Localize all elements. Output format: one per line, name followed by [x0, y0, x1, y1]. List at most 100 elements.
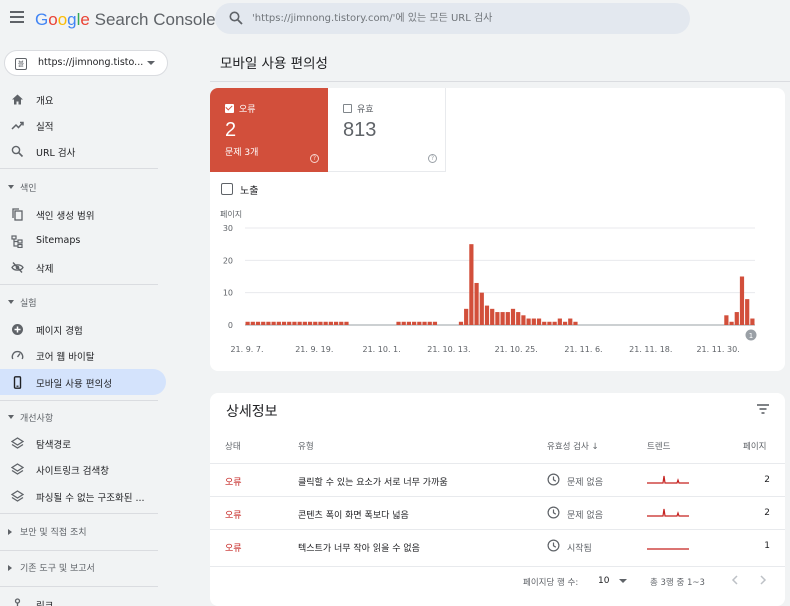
- chart-bar[interactable]: [469, 244, 474, 325]
- sidebar-item-performance[interactable]: 실적: [0, 112, 166, 138]
- chart-bar[interactable]: [417, 321, 422, 325]
- annotation-marker[interactable]: [745, 329, 757, 341]
- chart-bar[interactable]: [292, 321, 297, 325]
- chart-bar[interactable]: [271, 321, 276, 325]
- chart-bar[interactable]: [568, 318, 573, 325]
- chart-bar[interactable]: [255, 321, 261, 325]
- chart-bar[interactable]: [412, 321, 417, 325]
- chart-bar[interactable]: [396, 321, 401, 325]
- chart-bar[interactable]: [266, 321, 271, 325]
- sidebar-item-breadcrumbs[interactable]: 탐색경로: [0, 430, 166, 456]
- chart-bar[interactable]: [557, 318, 562, 325]
- chart-annotation[interactable]: 1: [745, 329, 757, 341]
- table-row[interactable]: 오류 콘텐츠 폭이 화면 폭보다 넓음 문제 없음 2: [210, 496, 785, 529]
- sidebar-item-page-experience[interactable]: 페이지 경험: [0, 316, 166, 342]
- sidebar-item-removals[interactable]: 삭제: [0, 254, 166, 280]
- dropdown-arrow-icon[interactable]: [619, 579, 627, 583]
- chart-bar[interactable]: [505, 312, 510, 325]
- property-selector[interactable]: 블 https://jimnong.tisto...: [4, 50, 168, 76]
- chart-bar[interactable]: [323, 321, 328, 325]
- sidebar-item-url-inspection[interactable]: URL 검사: [0, 138, 166, 164]
- chart-bar[interactable]: [401, 321, 406, 325]
- sidebar-item-links[interactable]: 링크: [0, 591, 166, 606]
- search-input[interactable]: [252, 3, 672, 34]
- section-experience[interactable]: 실험: [0, 292, 166, 314]
- chart-bar[interactable]: [427, 321, 432, 325]
- chart-bar[interactable]: [344, 321, 349, 325]
- url-inspection-search[interactable]: [215, 3, 690, 34]
- chart-bar[interactable]: [562, 321, 568, 325]
- chart-bar[interactable]: [490, 308, 495, 325]
- rows-per-page-select[interactable]: 10: [598, 576, 610, 586]
- chart-bar[interactable]: [287, 321, 292, 325]
- chart-bar[interactable]: [464, 308, 469, 325]
- chart-bar[interactable]: [474, 282, 479, 325]
- chart-bar[interactable]: [495, 312, 500, 325]
- chart-bar[interactable]: [516, 312, 521, 325]
- help-icon[interactable]: ?: [428, 154, 437, 163]
- chart-bar[interactable]: [729, 321, 734, 325]
- chart-bar[interactable]: [573, 321, 578, 325]
- chart-bar[interactable]: [313, 321, 318, 325]
- sidebar-item-mobile-usability[interactable]: 모바일 사용 편의성: [0, 369, 166, 395]
- sidebar-item-unparsable-structured-data[interactable]: 파싱될 수 없는 구조화된 ...: [0, 483, 166, 509]
- chart-bar[interactable]: [510, 308, 516, 325]
- filter-icon[interactable]: [756, 403, 770, 415]
- chart-bar[interactable]: [250, 321, 255, 325]
- error-summary-tile[interactable]: 오류 2 문제 3개 ?: [210, 88, 328, 172]
- next-page-icon[interactable]: [756, 573, 770, 587]
- hamburger-menu-icon[interactable]: [10, 11, 24, 23]
- chart-bar[interactable]: [261, 321, 266, 325]
- chart-bar[interactable]: [500, 312, 505, 325]
- chart-bar[interactable]: [245, 321, 250, 325]
- table-row[interactable]: 오류 클릭할 수 있는 요소가 서로 너무 가까움 문제 없음 2: [210, 463, 785, 496]
- chart-bar[interactable]: [458, 321, 464, 325]
- chart-bar[interactable]: [531, 318, 536, 325]
- section-legacy-tools[interactable]: 기존 도구 및 보고서: [0, 557, 166, 579]
- section-index[interactable]: 색인: [0, 177, 166, 199]
- sidebar-item-core-web-vitals[interactable]: 코어 웹 바이탈: [0, 342, 166, 368]
- sidebar-item-coverage[interactable]: 색인 생성 범위: [0, 201, 166, 227]
- chart-bar[interactable]: [479, 292, 484, 325]
- sidebar-item-sitelinks-searchbox[interactable]: 사이트링크 검색창: [0, 456, 166, 482]
- chart-bar[interactable]: [406, 321, 412, 325]
- chart-bar[interactable]: [339, 321, 344, 325]
- impressions-checkbox[interactable]: [221, 183, 233, 195]
- chart-bar[interactable]: [484, 305, 490, 325]
- chart-bar[interactable]: [552, 321, 557, 325]
- chart-bar[interactable]: [745, 299, 750, 325]
- sidebar-item-overview[interactable]: 개요: [0, 86, 166, 112]
- search-console-logo[interactable]: Google Search Console: [35, 10, 216, 29]
- checkbox-unchecked-icon[interactable]: [343, 104, 352, 113]
- column-header-validation[interactable]: 유효성 검사 ↓: [547, 442, 599, 452]
- chart-bar[interactable]: [307, 321, 313, 325]
- help-icon[interactable]: ?: [310, 154, 319, 163]
- chart-bar[interactable]: [328, 321, 333, 325]
- chart-bar[interactable]: [547, 321, 552, 325]
- chart-bar[interactable]: [318, 321, 323, 325]
- chart-bar[interactable]: [432, 321, 438, 325]
- chart-bar[interactable]: [521, 315, 526, 325]
- chart-bar[interactable]: [724, 315, 729, 325]
- chart-bar[interactable]: [333, 321, 339, 325]
- chart-bar[interactable]: [739, 276, 745, 326]
- table-row[interactable]: 오류 텍스트가 너무 작아 읽을 수 없음 시작됨 1: [210, 529, 785, 562]
- chart-bar[interactable]: [302, 321, 307, 325]
- sidebar-item-sitemaps[interactable]: Sitemaps: [0, 228, 166, 254]
- chart-bar[interactable]: [526, 318, 531, 325]
- chart-bar[interactable]: [536, 318, 542, 325]
- column-header-trend[interactable]: 트렌드: [647, 442, 671, 452]
- checkbox-checked-icon[interactable]: [225, 104, 234, 113]
- column-header-pages[interactable]: 페이지: [743, 442, 767, 452]
- chart-bar[interactable]: [734, 312, 739, 325]
- prev-page-icon[interactable]: [728, 573, 742, 587]
- chart-bar[interactable]: [297, 321, 302, 325]
- valid-summary-tile[interactable]: 유효 813 ?: [328, 88, 446, 172]
- chart-bar[interactable]: [276, 321, 281, 325]
- chart-bar[interactable]: [422, 321, 427, 325]
- column-header-type[interactable]: 유형: [298, 442, 314, 452]
- chart-bar[interactable]: [542, 321, 547, 325]
- column-header-status[interactable]: 상태: [225, 442, 241, 452]
- section-security[interactable]: 보안 및 직접 조치: [0, 521, 166, 543]
- chart-bar[interactable]: [750, 318, 755, 325]
